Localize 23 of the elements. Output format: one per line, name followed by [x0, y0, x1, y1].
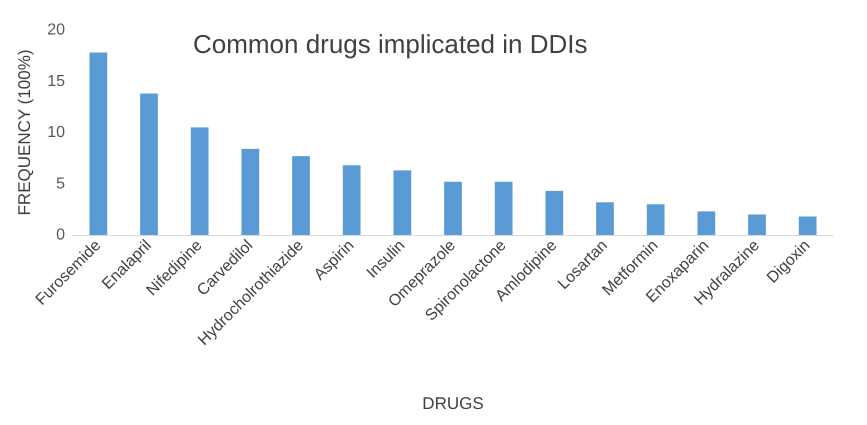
- bar: [646, 204, 665, 235]
- bar: [342, 165, 361, 235]
- bar: [89, 52, 108, 235]
- bar: [444, 182, 462, 235]
- bar: [748, 214, 766, 235]
- bar: [697, 211, 716, 235]
- bar: [798, 216, 817, 235]
- bar: [140, 94, 158, 235]
- bar: [596, 202, 614, 235]
- x-axis-title: DRUGS: [422, 394, 484, 413]
- bar: [292, 156, 310, 235]
- bar: [494, 182, 513, 235]
- bar: [545, 190, 564, 235]
- y-tick-label: 0: [56, 226, 66, 244]
- bar: [241, 148, 260, 235]
- y-tick-label: 15: [47, 72, 66, 90]
- chart-title: Common drugs implicated in DDIs: [193, 29, 588, 59]
- y-tick-label: 20: [47, 22, 66, 38]
- y-tick-label: 10: [47, 124, 66, 141]
- y-tick-label: 5: [56, 175, 66, 192]
- bar: [190, 127, 209, 235]
- bar: [393, 170, 412, 235]
- y-axis-title: FREQUENCY (100%): [15, 50, 34, 216]
